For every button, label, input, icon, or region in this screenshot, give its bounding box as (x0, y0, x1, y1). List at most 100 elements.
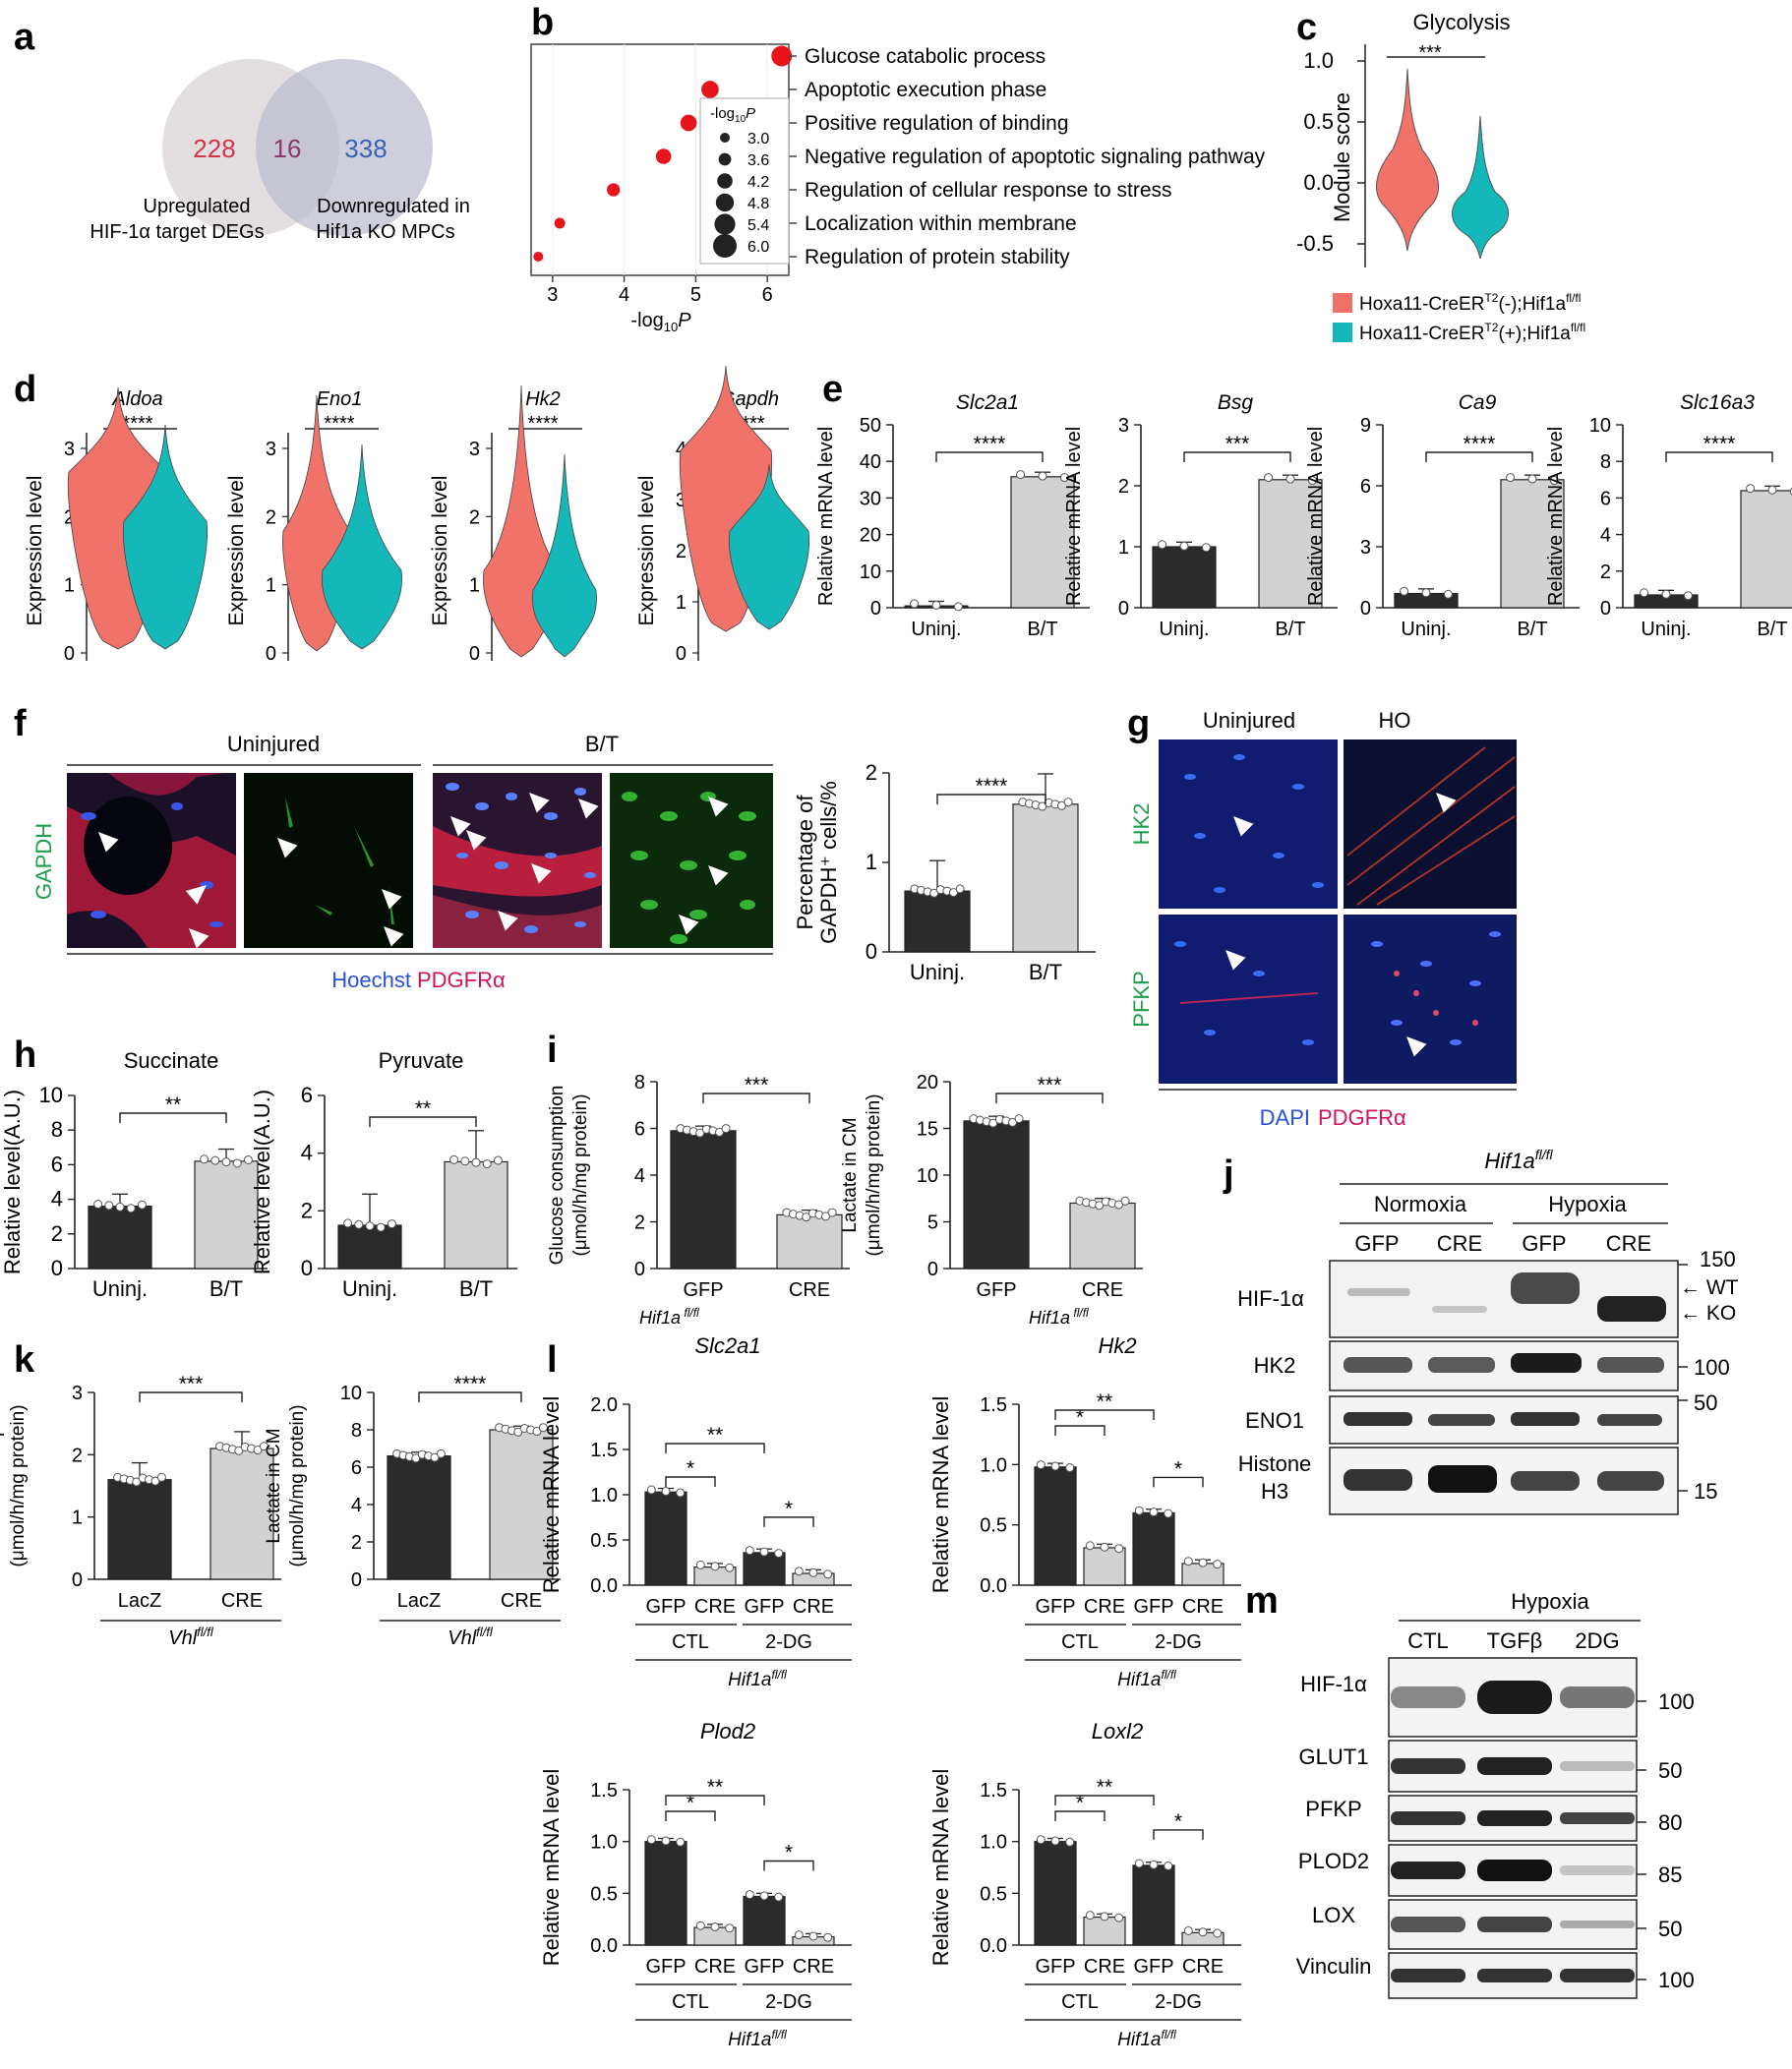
bar-sig-bracket (1054, 1425, 1105, 1436)
bar-category-label: CRE (694, 1956, 736, 1978)
bar-sig-label: ** (165, 1094, 181, 1116)
bar-ylabel: Relative mRNA level (1545, 427, 1567, 606)
panel-g-arrowhead (1233, 816, 1254, 837)
bar-sig-bracket (1054, 1409, 1155, 1420)
bar-ytick-label: 2 (866, 760, 877, 785)
bar-ylabel: Relative mRNA level (539, 1396, 564, 1594)
bar-ytick-label: 2 (51, 1221, 63, 1246)
micrograph-f-tissue-2 (108, 773, 226, 796)
bar-ytick-label: 10 (917, 1165, 938, 1187)
panel-l-gene-title: Loxl2 (1092, 1719, 1144, 1744)
panel-b-dot (701, 81, 719, 98)
panel-d-ytick-label: 0 (469, 643, 480, 665)
panel-f-gapdh-label: GAPDH (31, 823, 56, 900)
panel-b-xticks: 3 4 5 6 (547, 275, 773, 306)
bar-ytick-label: 0.5 (980, 1515, 1007, 1537)
bar-ytick-label: 0.0 (980, 1935, 1007, 1957)
bar-category-label: B/T (1275, 619, 1305, 640)
bar-ytick-label: 3 (1118, 415, 1129, 437)
bar-point (721, 1124, 731, 1134)
violin-d-pos (122, 424, 209, 650)
panel-m-blots: HIF-1α 100 GLUT1 50 PFKP 80 PLOD2 85 LOX 50 Vincul… (1296, 1657, 1695, 1999)
bar-sig-label: * (1076, 1792, 1084, 1814)
bar-point (1085, 1541, 1095, 1551)
bar-sig-label: * (1076, 1406, 1084, 1429)
bar-ytick-label: 1.0 (980, 1454, 1007, 1476)
micrograph-f-nuclei-1 (81, 802, 223, 927)
bar-point (1767, 485, 1777, 495)
bar (963, 1120, 1030, 1270)
bar-ytick-label: 6 (301, 1083, 313, 1107)
bar (387, 1454, 451, 1580)
bar-point (1285, 474, 1295, 484)
bar-ytick-label: 0.0 (980, 1575, 1007, 1597)
bar-ylabel: Relative mRNA level (539, 1769, 564, 1967)
panel-d: d Aldoa **** 3 2 1 0 Expression level Eno1 **** 3… (14, 365, 810, 665)
bar-point (953, 602, 963, 612)
bar-point (1120, 1196, 1130, 1206)
bar-sig-bracket (935, 451, 1044, 462)
bar-point (821, 1212, 830, 1221)
bar-point (93, 1200, 103, 1210)
panel-m-lane-tgfb: TGFβ (1487, 1628, 1543, 1653)
micrograph-f-tissue-4 (433, 895, 602, 948)
bar-point (365, 1221, 375, 1231)
bar-point (387, 1219, 396, 1229)
bar-point (715, 1127, 724, 1137)
bar-ytick-label: 0 (1600, 598, 1611, 620)
bar-ytick-label: 6 (634, 1119, 645, 1141)
bar-sig-label: *** (1038, 1074, 1062, 1096)
bar-point (1164, 1862, 1173, 1871)
bar-point (1421, 588, 1431, 598)
bar-point (221, 1157, 231, 1167)
bar (743, 1552, 786, 1586)
panel-b-legend-dot (717, 173, 733, 189)
bar-point (436, 1448, 446, 1458)
bar-sig-bracket (1054, 1795, 1155, 1805)
panel-d-sig: **** (527, 413, 558, 435)
bar-sig-bracket (665, 1443, 765, 1453)
bar-point (745, 1546, 754, 1556)
bar-point (1065, 1837, 1075, 1847)
panel-j-ko: ← KO (1680, 1302, 1736, 1325)
bar-category-label: GFP (645, 1596, 686, 1618)
bar-point (482, 1159, 492, 1169)
bar-sig-label: **** (974, 433, 1006, 455)
micrograph-g-nuclei-2 (1371, 931, 1501, 1045)
panel-c-ytick-label: 1.0 (1303, 48, 1334, 73)
bar-point (1036, 1835, 1045, 1845)
panel-f: f Uninjured B/T GAPDH Hoechst PDGFRα 0 (14, 703, 1096, 992)
venn-left-caption-2: HIF-1α target DEGs (90, 221, 264, 243)
bar-point (794, 1930, 804, 1940)
bar-point (827, 1208, 837, 1217)
bar-point (1183, 1925, 1193, 1935)
panel-b-term: Apoptotic execution phase (805, 79, 1046, 101)
bar-ytick-label: 1.0 (980, 1832, 1007, 1854)
bar-sig-label: ** (415, 1097, 431, 1120)
blot-m-band (1391, 1758, 1465, 1774)
panel-j-row-histone: Histone (1238, 1451, 1312, 1476)
bar-category-label: GFP (744, 1956, 784, 1978)
bar-point (1050, 1461, 1060, 1471)
panel-f-arrowhead (189, 928, 209, 949)
bar-sig-label: ** (707, 1424, 723, 1447)
bar-sig-bracket (139, 1391, 243, 1402)
bar-ytick-label: 0 (1360, 598, 1371, 620)
bar-ytick-label: 1 (866, 850, 877, 874)
panel-h: h Succinate 0 2 4 6 8 10 Uninj. B/T ** Relative le… (0, 1034, 517, 1301)
panel-g-hk2-label: HK2 (1129, 803, 1154, 846)
bar-point (646, 1835, 656, 1845)
bar-point (759, 1547, 769, 1557)
bar-point (1100, 1912, 1109, 1921)
panel-m-mw: 85 (1658, 1862, 1682, 1887)
bar-ytick-label: 2 (72, 1445, 83, 1466)
bar-ylabel: Relative level(A.U.) (0, 1090, 25, 1274)
bar-ylabel: GAPDH⁺ cells/% (816, 781, 841, 944)
bar-category-label: GFP (683, 1279, 723, 1301)
panel-f-arrowhead (450, 816, 471, 837)
bar-point (823, 1569, 833, 1579)
bar-point (1661, 589, 1671, 599)
panel-d-ytick-label: 3 (469, 439, 480, 460)
panel-g-label: g (1127, 703, 1150, 744)
bar-ytick-label: 2 (351, 1532, 362, 1554)
